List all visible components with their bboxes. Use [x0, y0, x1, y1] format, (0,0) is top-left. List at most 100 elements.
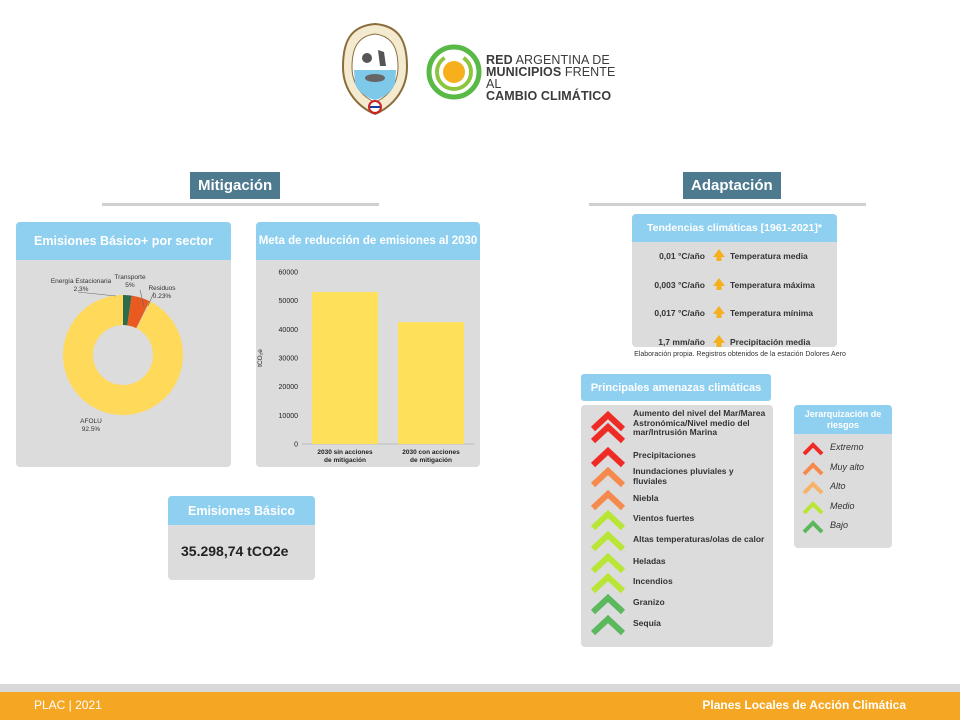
risk-legend-item: Extremo: [802, 440, 892, 458]
leader-line: [139, 289, 145, 307]
threat-label: Incendios: [633, 576, 673, 586]
trend-label: Temperatura mínima: [730, 308, 813, 318]
trend-label: Temperatura máxima: [730, 279, 815, 290]
threat-label: Inundaciones pluviales y fluviales: [633, 466, 734, 486]
chevron-up-risk-icon: [591, 593, 626, 615]
red-logo-text: RED ARGENTINA DE MUNICIPIOS FRENTE AL CA…: [486, 53, 616, 103]
mitigacion-divider: [102, 203, 379, 206]
chevron-up-risk-icon: [802, 520, 824, 534]
red-logo-circle-icon: [426, 44, 482, 100]
emisiones-basico-value: 35.298,74 tCO2e: [181, 543, 289, 559]
threat-item: Incendios: [591, 571, 773, 594]
threat-label: Altas temperaturas/olas de calor: [633, 534, 765, 544]
donut-slice-afolu: [62, 295, 184, 415]
risk-legend-item: Muy alto: [802, 460, 892, 478]
chevron-up-risk-icon: [591, 410, 626, 444]
up-arrow-icon: [713, 306, 725, 318]
trend-row: 1,7 mm/año Precipitación media: [632, 332, 837, 348]
donut-slice-residuos: [136, 301, 151, 329]
y-tick-label: 60000: [279, 270, 299, 277]
threat-label: Heladas: [633, 556, 666, 566]
risk-legend-label: Muy alto: [830, 461, 865, 472]
x-tick-label: 2030 sin acciones: [317, 449, 373, 456]
trend-value: 0,003 °C/año: [654, 279, 705, 290]
meta-reduccion-card: Meta de reducción de emisiones al 2030 6…: [256, 222, 480, 467]
trend-row: 0,01 °C/año Temperatura media: [632, 246, 837, 266]
risk-legend-item: Alto: [802, 479, 892, 497]
chevron-up-risk-icon: [591, 552, 626, 574]
chevron-up-risk-icon: [591, 572, 626, 594]
adaptacion-divider: [589, 203, 866, 206]
chevron-up-risk-icon: [591, 489, 626, 511]
chevron-up-risk-icon: [802, 500, 824, 514]
leader-line: [147, 291, 155, 307]
trend-row: 0,017 °C/año Temperatura mínima: [632, 303, 837, 323]
general-lavalle-seal-logo: [340, 22, 410, 116]
risk-legend-item: Bajo: [802, 518, 892, 536]
emisiones-donut-chart: [62, 289, 184, 415]
up-arrow-icon: [713, 249, 725, 261]
chevron-up-risk-icon: [591, 530, 626, 552]
risk-legend-item: Medio: [802, 499, 892, 517]
threat-label: Granizo: [633, 597, 665, 607]
adaptacion-title: Adaptación: [683, 172, 781, 199]
up-arrow-icon: [713, 277, 725, 290]
y-tick-label: 0: [294, 442, 298, 449]
risk-legend-label: Extremo: [830, 442, 864, 452]
donut-slice-energ-a-estacionaria: [123, 295, 132, 326]
jerarquizacion-card: Jerarquización de riesgos Extremo Muy alt…: [794, 405, 892, 548]
emisiones-basico-card: Emisiones Básico 35.298,74 tCO2e: [168, 496, 315, 580]
threat-item: Heladas: [591, 551, 773, 574]
meta-reduccion-bar-chart: 60000 50000 40000 30000 20000 10000 0 tCO₂e 2030…: [257, 270, 474, 464]
donut-label-residuos: Residuos 0.23%: [148, 285, 176, 300]
threat-item: Precipitaciones: [591, 445, 773, 468]
footer: PLAC | 2021 Planes Locales de Acción Cli…: [0, 692, 960, 720]
y-tick-label: 10000: [279, 413, 299, 420]
threat-item: Inundaciones pluviales y fluviales: [591, 465, 773, 488]
chevron-up-risk-icon: [802, 442, 824, 456]
tendencias-card: Tendencias climáticas [1961-2021]* 0,01 …: [632, 214, 837, 347]
chevron-up-risk-icon: [591, 446, 626, 468]
emisiones-sector-title: Emisiones Básico+ por sector: [16, 222, 231, 260]
donut-slice-transporte: [127, 295, 150, 329]
chevron-up-risk-icon: [802, 481, 824, 495]
x-tick-label: 2030 con acciones: [402, 449, 460, 456]
threat-label: Aumento del nivel del Mar/Marea Astronóm…: [633, 408, 766, 437]
trend-value: 0,01 °C/año: [659, 251, 705, 261]
footer-left-text: PLAC | 2021: [34, 698, 102, 712]
x-tick-label: de mitigación: [410, 457, 452, 464]
risk-legend-label: Bajo: [830, 520, 849, 530]
threat-label: Precipitaciones: [633, 450, 696, 460]
leader-line: [77, 291, 117, 297]
chevron-up-risk-icon: [591, 509, 626, 531]
y-tick-label: 50000: [279, 298, 299, 305]
bar-2: [398, 322, 464, 444]
red-argentina-municipios-logo: RED ARGENTINA DE MUNICIPIOS FRENTE AL CA…: [426, 44, 626, 102]
y-tick-label: 30000: [279, 356, 299, 363]
x-tick-label: de mitigación: [324, 457, 366, 464]
amenazas-list-card: Aumento del nivel del Mar/Marea Astronóm…: [581, 405, 773, 647]
footer-right-text: Planes Locales de Acción Climática: [702, 698, 906, 712]
threat-item: Vientos fuertes: [591, 508, 773, 531]
emisiones-sector-card: Emisiones Básico+ por sector Energía Est…: [16, 222, 231, 467]
threat-item: Granizo: [591, 592, 773, 615]
emisiones-basico-title: Emisiones Básico: [168, 496, 315, 525]
y-tick-label: 40000: [279, 327, 299, 334]
chevron-up-risk-icon: [591, 466, 626, 488]
threat-label: Sequía: [633, 618, 661, 628]
donut-label-afolu: AFOLU 92.5%: [80, 418, 102, 433]
y-tick-label: 20000: [279, 384, 299, 391]
mitigacion-title: Mitigación: [190, 172, 281, 199]
threat-item: Aumento del nivel del Mar/Marea Astronóm…: [591, 408, 773, 444]
trend-row: 0,003 °C/año Temperatura máxima: [632, 275, 837, 295]
risk-legend-label: Medio: [830, 500, 855, 511]
threat-item: Altas temperaturas/olas de calor: [591, 529, 773, 552]
tendencias-source: Elaboración propia. Registros obtenidos …: [634, 351, 846, 358]
trend-value: 1,7 mm/año: [658, 336, 705, 347]
bar-1: [312, 292, 378, 444]
amenazas-title: Principales amenazas climáticas: [581, 374, 771, 401]
chevron-up-risk-icon: [591, 614, 626, 636]
tendencias-title: Tendencias climáticas [1961-2021]*: [632, 214, 837, 242]
footer-divider: [0, 684, 960, 692]
